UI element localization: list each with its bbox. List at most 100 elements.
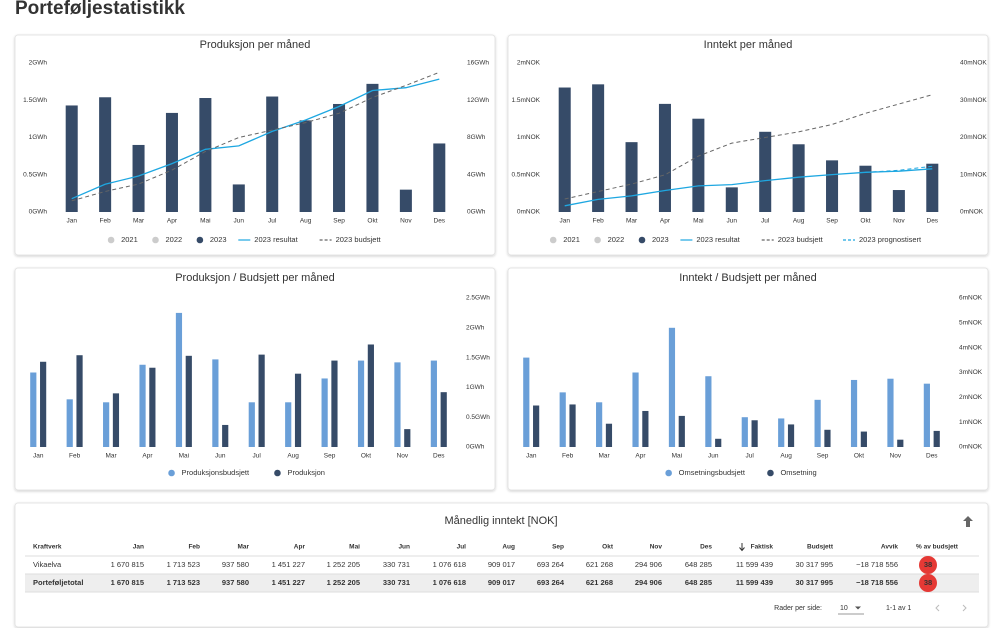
- legend-marker: [196, 236, 204, 244]
- y-tick-label: 6mNOK: [959, 295, 983, 302]
- table-cell: 1 713 523: [167, 578, 200, 587]
- bar: [933, 430, 940, 447]
- x-tick-label: Okt: [860, 218, 870, 225]
- table-cell: 30 317 995: [795, 560, 833, 569]
- y2-tick-label: 40mNOK: [960, 60, 987, 67]
- legend-label[interactable]: 2023 resultat: [254, 235, 298, 244]
- bar: [112, 393, 120, 447]
- column-header: Jan: [133, 544, 144, 551]
- table-cell: Porteføljetotal: [33, 578, 83, 587]
- bar: [185, 355, 192, 447]
- legend-marker: [767, 469, 774, 477]
- legend-marker: [152, 236, 159, 244]
- table-cell: 937 580: [222, 560, 249, 569]
- table-cell: Vikaelva: [33, 560, 62, 569]
- bar: [668, 327, 676, 447]
- y-tick-label: 2mNOK: [517, 60, 541, 67]
- legend-label[interactable]: 2021: [121, 235, 138, 244]
- bar: [266, 96, 279, 212]
- x-tick-label: Aug: [300, 218, 312, 225]
- legend-label[interactable]: 2023 prognostisert: [859, 235, 922, 244]
- y2-tick-label: 8GWh: [467, 134, 486, 141]
- bar: [103, 402, 110, 447]
- bar: [367, 344, 374, 447]
- bar: [30, 372, 37, 447]
- bar: [715, 438, 722, 447]
- y-tick-label: 1.5GWh: [23, 97, 47, 104]
- bar: [258, 354, 265, 447]
- legend-label[interactable]: 2023: [652, 235, 669, 244]
- bar: [394, 362, 401, 447]
- bar: [824, 429, 831, 447]
- column-header: Mai: [349, 544, 360, 551]
- x-tick-label: Des: [927, 218, 939, 225]
- bar: [232, 184, 245, 212]
- legend-label[interactable]: Omsetning: [780, 468, 816, 477]
- column-header: Feb: [188, 544, 200, 551]
- bar: [139, 364, 146, 447]
- x-tick-label: Okt: [367, 218, 377, 225]
- y2-tick-label: 0GWh: [467, 209, 486, 216]
- bar: [165, 112, 178, 212]
- bar: [926, 163, 939, 212]
- y2-tick-label: 10mNOK: [960, 171, 987, 178]
- bar: [792, 144, 805, 212]
- y2-tick-label: 12GWh: [467, 97, 489, 104]
- bar: [642, 410, 649, 447]
- x-tick-label: Aug: [287, 453, 299, 460]
- chart-title: Produksjon per måned: [200, 39, 311, 51]
- sort-icon[interactable]: [739, 543, 745, 552]
- prev-page[interactable]: [935, 604, 940, 612]
- bar: [357, 360, 365, 447]
- x-tick-label: Apr: [142, 453, 153, 460]
- legend-label[interactable]: Produksjon: [287, 468, 325, 477]
- legend-label[interactable]: 2023 budsjett: [778, 235, 824, 244]
- card: [507, 267, 989, 491]
- y-tick-label: 0.5mNOK: [511, 171, 540, 178]
- rows-per-page-select[interactable]: 10: [840, 605, 848, 612]
- bar: [826, 160, 839, 212]
- y-tick-label: 0mNOK: [959, 444, 983, 451]
- next-page[interactable]: [962, 604, 967, 612]
- legend-label[interactable]: 2023 budsjett: [336, 235, 382, 244]
- percent-value: 38: [924, 578, 932, 587]
- table-cell: 1 670 815: [111, 560, 144, 569]
- legend-label[interactable]: 2023: [210, 235, 227, 244]
- y-tick-label: 1.5GWh: [466, 354, 490, 361]
- dropdown-icon[interactable]: [855, 606, 861, 610]
- legend-label[interactable]: Produksjonsbudsjett: [182, 468, 250, 477]
- line-series: [71, 71, 440, 202]
- x-tick-label: Des: [433, 453, 445, 460]
- table-cell: 1 252 205: [327, 578, 360, 587]
- x-tick-label: Nov: [400, 218, 412, 225]
- y-tick-label: 1GWh: [466, 384, 485, 391]
- table-cell: 909 017: [488, 578, 515, 587]
- card: [507, 34, 989, 256]
- bar: [705, 376, 712, 447]
- bar: [787, 424, 795, 447]
- x-tick-label: Mar: [133, 218, 145, 225]
- bar: [658, 103, 671, 212]
- x-tick-label: Sep: [324, 453, 336, 460]
- line-series: [71, 78, 440, 200]
- table-cell: 1 451 227: [272, 560, 305, 569]
- legend-marker: [168, 469, 175, 477]
- x-tick-label: Feb: [593, 218, 605, 225]
- legend-label[interactable]: 2021: [563, 235, 580, 244]
- legend-label[interactable]: 2022: [166, 235, 183, 244]
- x-tick-label: Jan: [33, 453, 44, 460]
- scroll-top-icon[interactable]: [963, 516, 973, 527]
- percent-badge: [919, 574, 937, 592]
- chart-title: Produksjon / Budsjett per måned: [175, 272, 335, 284]
- legend-label[interactable]: 2023 resultat: [696, 235, 740, 244]
- legend-label[interactable]: Omsetningsbudsjett: [679, 468, 746, 477]
- bar: [399, 189, 412, 212]
- y2-tick-label: 4GWh: [467, 171, 486, 178]
- y-tick-label: 0.5GWh: [23, 171, 47, 178]
- legend-label[interactable]: 2022: [608, 235, 625, 244]
- x-tick-label: Nov: [893, 218, 905, 225]
- table-title: Månedlig inntekt [NOK]: [444, 515, 557, 527]
- column-header: % av budsjett: [916, 544, 959, 551]
- x-tick-label: Okt: [361, 453, 371, 460]
